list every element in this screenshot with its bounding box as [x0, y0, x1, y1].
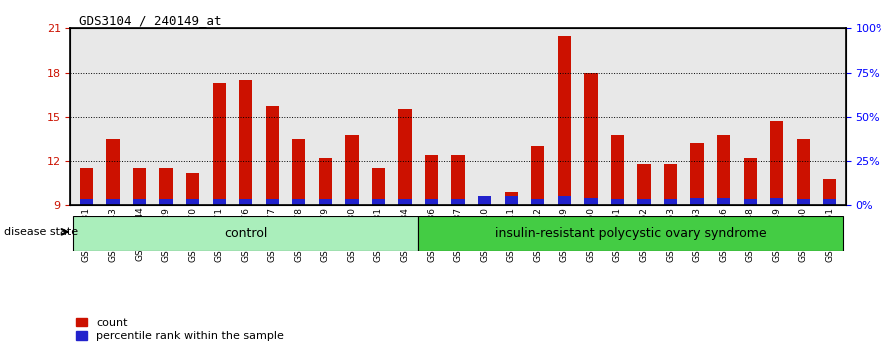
Bar	[823, 199, 836, 205]
Bar	[266, 199, 279, 205]
Bar	[478, 196, 492, 205]
Bar	[478, 196, 492, 205]
Bar	[664, 199, 677, 205]
Bar	[159, 199, 173, 205]
Bar	[292, 139, 306, 205]
Bar	[425, 155, 438, 205]
Bar	[611, 135, 624, 205]
Bar	[558, 36, 571, 205]
Bar	[584, 73, 597, 205]
Text: insulin-resistant polycystic ovary syndrome: insulin-resistant polycystic ovary syndr…	[495, 227, 766, 240]
Bar	[80, 199, 93, 205]
Bar	[319, 158, 332, 205]
Bar	[611, 199, 624, 205]
Legend: count, percentile rank within the sample: count, percentile rank within the sample	[76, 318, 284, 341]
Bar	[133, 169, 146, 205]
Bar	[796, 139, 810, 205]
Bar	[505, 196, 518, 205]
Text: disease state: disease state	[4, 227, 78, 237]
Bar	[691, 143, 704, 205]
Bar	[239, 80, 252, 205]
Bar	[770, 198, 783, 205]
Bar	[186, 173, 199, 205]
Bar	[823, 179, 836, 205]
Bar	[531, 199, 544, 205]
Bar	[107, 199, 120, 205]
Bar	[744, 199, 757, 205]
Text: control: control	[224, 227, 268, 240]
Bar	[398, 199, 411, 205]
Bar	[80, 169, 93, 205]
Bar	[717, 135, 730, 205]
Bar	[505, 192, 518, 205]
FancyBboxPatch shape	[418, 216, 843, 251]
Bar	[239, 199, 252, 205]
Bar	[531, 146, 544, 205]
Bar	[345, 135, 359, 205]
Bar	[451, 199, 465, 205]
Bar	[425, 199, 438, 205]
Text: GDS3104 / 240149_at: GDS3104 / 240149_at	[79, 14, 222, 27]
Bar	[186, 199, 199, 205]
Bar	[372, 199, 385, 205]
Bar	[744, 158, 757, 205]
Bar	[637, 199, 650, 205]
Bar	[398, 109, 411, 205]
Bar	[717, 198, 730, 205]
Bar	[770, 121, 783, 205]
FancyBboxPatch shape	[73, 216, 418, 251]
Bar	[345, 199, 359, 205]
Bar	[584, 198, 597, 205]
Bar	[292, 199, 306, 205]
Bar	[319, 199, 332, 205]
Bar	[107, 139, 120, 205]
Bar	[372, 169, 385, 205]
Bar	[451, 155, 465, 205]
Bar	[159, 169, 173, 205]
Bar	[664, 164, 677, 205]
Bar	[133, 199, 146, 205]
Bar	[796, 199, 810, 205]
Bar	[637, 164, 650, 205]
Bar	[212, 83, 226, 205]
Bar	[212, 199, 226, 205]
Bar	[691, 198, 704, 205]
Bar	[266, 107, 279, 205]
Bar	[558, 196, 571, 205]
